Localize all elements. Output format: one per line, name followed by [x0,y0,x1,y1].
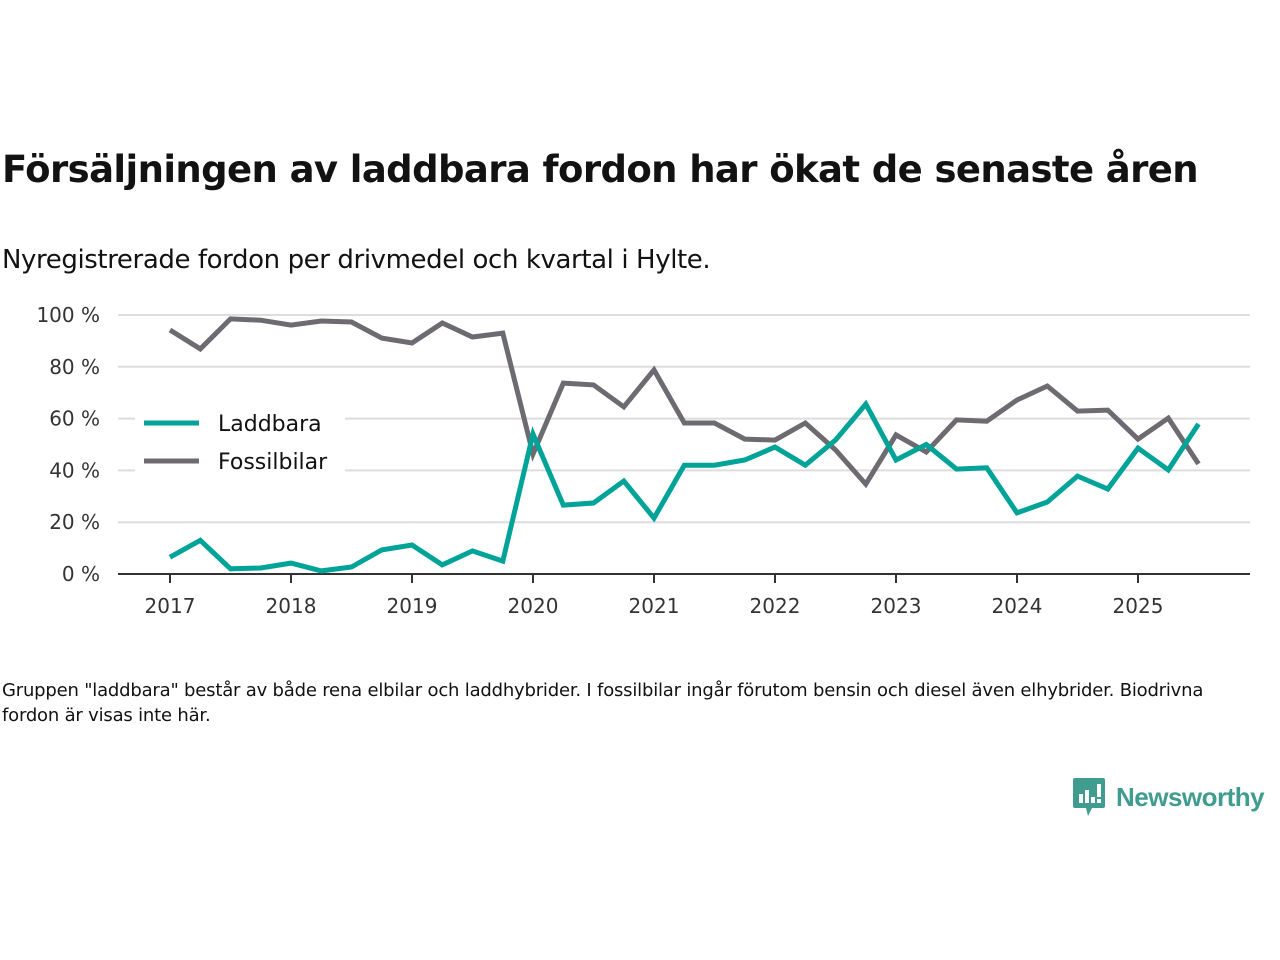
legend-label: Laddbara [218,412,322,437]
line-chart: 0 % 20 % 40 % 60 % 80 % 100 % 2017 2018 2019 202… [36,303,1250,618]
y-tick-label: 100 % [36,303,100,327]
x-tick-label: 2019 [387,594,438,618]
legend-background [135,405,345,495]
x-tick-label: 2023 [871,594,922,618]
x-tick-label: 2024 [992,594,1043,618]
legend: Laddbara Fossilbilar [135,405,345,495]
y-tick-label: 20 % [49,510,100,534]
x-tick-label: 2021 [629,594,680,618]
y-tick-label: 80 % [49,355,100,379]
x-tick-label: 2017 [145,594,196,618]
legend-label: Fossilbilar [218,450,328,475]
y-tick-label: 60 % [49,407,100,431]
brand-name: Newsworthy [1116,781,1265,812]
series-lines [168,316,1201,574]
x-tick-label: 2018 [266,594,317,618]
series-line-laddbara [168,399,1201,574]
x-axis: 2017 2018 2019 2020 2021 2022 2023 2024 2025 [118,573,1250,618]
x-tick-label: 2022 [750,594,801,618]
newsworthy-logo-icon [1073,778,1105,816]
x-tick-label: 2025 [1113,594,1164,618]
chart-subtitle: Nyregistrerade fordon per drivmedel och … [2,245,711,275]
y-tick-label: 40 % [49,458,100,482]
footnote: Gruppen "laddbara" består av både rena e… [2,680,1204,726]
y-tick-label: 0 % [62,562,100,586]
y-axis-ticks: 0 % 20 % 40 % 60 % 80 % 100 % [36,303,100,586]
brand-logo: Newsworthy [1072,776,1265,818]
x-tick-label: 2020 [508,594,559,618]
series-line-fossilbilar [168,316,1201,489]
chart-title: Försäljningen av laddbara fordon har öka… [2,148,1199,191]
